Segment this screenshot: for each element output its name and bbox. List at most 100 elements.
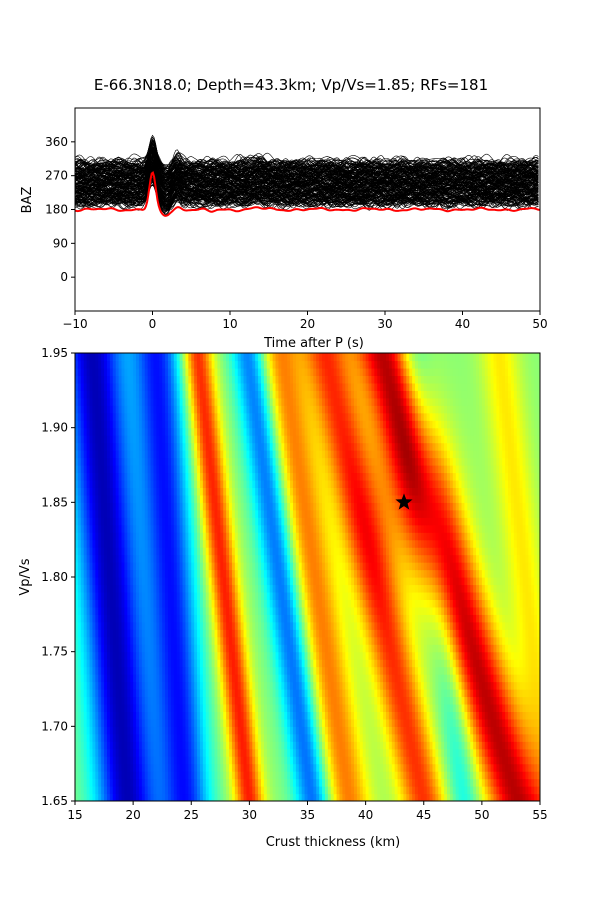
heatmap-cell [83,606,88,615]
heatmap-cell [141,793,146,801]
heatmap-cell [217,674,221,683]
heatmap-cell [356,659,361,668]
heatmap-cell [138,666,143,675]
heatmap-cell [516,711,521,720]
heatmap-cell [531,748,535,757]
heatmap-cell [159,644,163,653]
heatmap-cell [237,689,242,698]
heatmap-cell [287,659,291,668]
heatmap-cell [319,674,323,683]
heatmap-cell [484,666,489,675]
heatmap-cell [89,644,94,653]
heatmap-cell [144,711,149,720]
heatmap-cell [371,763,375,772]
heatmap-cell [354,644,358,653]
heatmap-cell [240,651,245,660]
heatmap-cell [185,703,189,712]
heatmap-cell [295,577,300,586]
heatmap-cell [423,674,428,683]
heatmap-cell [403,577,407,586]
heatmap-cell [534,748,538,757]
heatmap-cell [531,711,535,720]
heatmap-cell [237,681,242,690]
heatmap-cell [197,591,201,600]
heatmap-cell [362,748,367,757]
heatmap-cell [374,793,378,801]
heatmap-cell [394,666,399,675]
heatmap-cell [263,771,268,780]
heatmap-cell [493,793,498,801]
heatmap-cell [272,659,277,668]
heatmap-cell [409,718,413,727]
heatmap-cell [165,651,169,660]
heatmap-cell [380,599,384,608]
heatmap-cell [461,666,466,675]
heatmap-cell [391,591,396,600]
heatmap-cell [75,659,79,668]
heatmap-cell [275,621,280,630]
heatmap-cell [261,674,265,683]
heatmap-cell [153,756,157,765]
heatmap-cell [141,696,146,705]
heatmap-cell [394,756,399,765]
heatmap-cell [455,629,460,638]
heatmap-cell [449,763,454,772]
heatmap-cell [470,741,474,750]
heatmap-cell [290,718,294,727]
heatmap-cell [339,748,343,757]
heatmap-cell [109,674,114,683]
heatmap-cell [354,606,358,615]
heatmap-cell [452,718,457,727]
heatmap-cell [438,651,442,660]
heatmap-cell [240,793,245,801]
heatmap-cell [362,696,367,705]
heatmap-cell [156,689,160,698]
heatmap-cell [173,696,178,705]
heatmap-cell [348,726,352,735]
heatmap-cell [467,591,471,600]
heatmap-cell [470,644,474,653]
heatmap-cell [287,599,291,608]
heatmap-cell [266,786,271,795]
heatmap-cell [301,771,306,780]
heatmap-cell [510,659,515,668]
heatmap-cell [234,644,239,653]
heatmap-cell [168,681,172,690]
heatmap-cell [162,591,166,600]
heatmap-cell [144,681,149,690]
heatmap-cell [522,659,527,668]
heatmap-cell [342,793,346,801]
rf-x-tick-label: 0 [149,317,157,331]
heatmap-cell [412,756,416,765]
heatmap-cell [351,636,355,645]
heatmap-cell [112,711,117,720]
heatmap-cell [304,726,309,735]
heatmap-cell [415,771,419,780]
heatmap-cell [510,599,515,608]
heatmap-cell [403,793,407,801]
heatmap-cell [298,666,303,675]
heatmap-cell [173,577,178,586]
heatmap-cell [240,636,245,645]
heatmap-cell [406,674,410,683]
heatmap-cell [211,636,216,645]
heatmap-cell [234,621,239,630]
heatmap-cell [112,644,117,653]
heatmap-cell [231,711,236,720]
heatmap-cell [487,584,492,593]
heatmap-cell [229,666,233,675]
heatmap-cell [441,733,445,742]
heatmap-cell [138,786,143,795]
heatmap-cell [322,718,326,727]
heatmap-cell [295,584,300,593]
heatmap-cell [243,748,248,757]
heatmap-cell [133,703,137,712]
heatmap-cell [292,674,297,683]
heatmap-cell [165,733,169,742]
heatmap-cell [537,666,540,675]
heatmap-cell [345,674,349,683]
heatmap-cell [490,644,495,653]
heatmap-cell [197,733,201,742]
heatmap-cell [226,726,230,735]
heatmap-cell [205,696,210,705]
